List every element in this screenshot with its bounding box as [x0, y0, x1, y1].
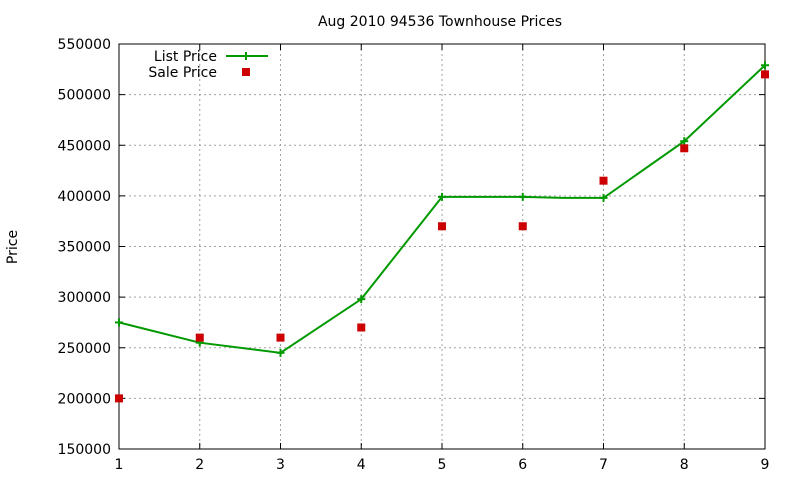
- x-tick-label: 6: [518, 457, 527, 473]
- data-point-sale-price: [115, 394, 123, 403]
- y-axis-label: Price: [5, 230, 21, 264]
- legend-marker: [242, 52, 250, 60]
- y-tick-label: 450000: [58, 138, 111, 154]
- y-tick-label: 150000: [58, 442, 111, 458]
- x-tick-label: 4: [357, 457, 366, 473]
- data-point-list-price: [357, 295, 366, 304]
- data-point-sale-price: [276, 333, 285, 342]
- x-tick-label: 3: [276, 457, 285, 473]
- legend-label: List Price: [154, 49, 217, 65]
- data-point-sale-price: [680, 144, 689, 153]
- y-tick-label: 500000: [58, 88, 111, 104]
- data-point-list-price: [518, 192, 527, 201]
- x-tick-label: 5: [438, 457, 447, 473]
- data-point-list-price: [680, 137, 689, 146]
- legend-label: Sale Price: [148, 65, 217, 81]
- series-layer: [115, 61, 769, 403]
- series-list-price: [115, 61, 769, 357]
- data-point-sale-price: [599, 176, 608, 185]
- grid-layer: [119, 44, 765, 449]
- legend-marker: [242, 68, 250, 76]
- tick-layer: 1 2 3 4 5 6 7 8 9 150000 200000 250000 300000 350000 4…: [58, 37, 770, 473]
- series-sale-price: [115, 70, 769, 403]
- x-tick-label: 8: [680, 457, 689, 473]
- data-point-sale-price: [195, 333, 204, 342]
- data-point-sale-price: [518, 222, 527, 231]
- data-point-sale-price: [438, 222, 446, 231]
- x-tick-label: 1: [115, 457, 124, 473]
- data-point-list-price: [276, 348, 285, 357]
- data-point-list-price: [599, 193, 608, 202]
- legend-item-sale-price: Sale Price: [148, 65, 250, 81]
- y-tick-label: 350000: [58, 240, 111, 256]
- y-tick-label: 400000: [58, 189, 111, 205]
- legend-item-list-price: List Price: [154, 49, 268, 65]
- series-line-list-price: [118, 64, 766, 354]
- y-tick-label: 250000: [58, 341, 111, 357]
- x-tick-label: 7: [599, 457, 608, 473]
- data-point-list-price: [438, 192, 446, 201]
- x-tick-label: 2: [195, 457, 204, 473]
- y-tick-label: 200000: [58, 391, 111, 407]
- data-point-sale-price: [761, 70, 769, 79]
- chart-title: Aug 2010 94536 Townhouse Prices: [318, 14, 562, 30]
- data-point-list-price: [115, 318, 123, 327]
- data-point-sale-price: [357, 323, 366, 332]
- y-tick-label: 300000: [58, 290, 111, 306]
- data-point-list-price: [761, 61, 769, 70]
- x-tick-label: 9: [761, 457, 770, 473]
- y-tick-label: 550000: [58, 37, 111, 53]
